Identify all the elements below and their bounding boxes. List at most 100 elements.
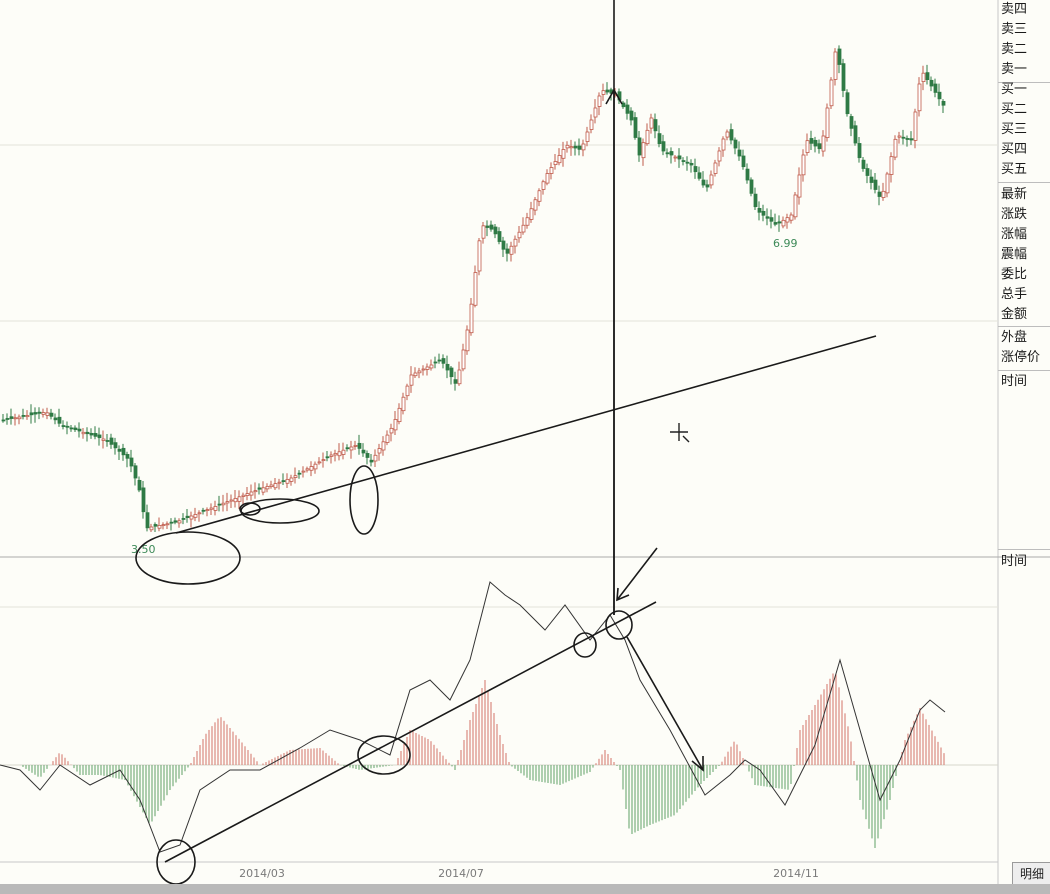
arrow-down-shaft <box>626 636 704 771</box>
candle-body <box>713 162 718 174</box>
sidebar-label-buy2[interactable]: 买二 <box>1001 102 1028 117</box>
candle-body <box>473 272 478 306</box>
candle-body <box>501 240 506 250</box>
candle-body <box>685 161 690 164</box>
candle-body <box>245 493 250 496</box>
candle-body <box>917 83 922 112</box>
candle-body <box>881 190 886 198</box>
sidebar-label-buy5[interactable]: 买五 <box>1001 162 1028 177</box>
candle-body <box>821 135 826 152</box>
candle-body <box>533 199 538 211</box>
candle-body <box>573 145 578 149</box>
sidebar-label-order-ratio[interactable]: 委比 <box>1001 267 1028 282</box>
candle-body <box>525 217 530 226</box>
sidebar-label-buy3[interactable]: 买三 <box>1001 122 1028 137</box>
candle-body <box>297 472 302 475</box>
candle-body <box>549 167 554 174</box>
candle-body <box>477 240 482 272</box>
candle-body <box>793 194 798 218</box>
macd-line <box>0 581 946 853</box>
sidebar-divider <box>998 182 1050 183</box>
candle-body <box>661 141 666 152</box>
arrow-up-head <box>605 88 623 105</box>
sidebar-label-amplitude[interactable]: 震幅 <box>1001 247 1028 262</box>
candle-body <box>885 173 890 194</box>
candle-body <box>689 162 694 166</box>
detail-tab[interactable]: 明细 <box>1012 862 1050 885</box>
candle-body <box>569 146 574 149</box>
candle-body <box>753 193 758 208</box>
candle-body <box>129 457 134 467</box>
candle-body <box>905 138 910 140</box>
sidebar-label-time-2[interactable]: 时间 <box>1001 554 1028 569</box>
candle-body <box>253 490 258 493</box>
candle-body <box>89 432 94 436</box>
sidebar-label-volume[interactable]: 总手 <box>1001 287 1028 302</box>
candle-body <box>541 181 546 190</box>
candle-body <box>17 416 22 420</box>
candle-body <box>889 156 894 175</box>
candle-body <box>197 512 202 515</box>
candle-body <box>817 143 822 150</box>
sidebar-label-sell1[interactable]: 卖一 <box>1001 62 1028 77</box>
candle-body <box>101 438 106 441</box>
candle-body <box>377 448 382 454</box>
sidebar-label-sell3[interactable]: 卖三 <box>1001 22 1028 37</box>
candle-body <box>697 172 702 179</box>
sidebar-label-outer-volume[interactable]: 外盘 <box>1001 330 1028 345</box>
drawing-overlay <box>135 0 877 885</box>
candle-body <box>329 454 334 457</box>
candle-body <box>409 374 414 386</box>
candle-body <box>349 446 354 451</box>
candle-body <box>845 92 850 115</box>
candle-body <box>677 155 682 160</box>
candle-body <box>633 117 638 138</box>
candle-body <box>913 111 918 141</box>
sidebar-label-sell4[interactable]: 卖四 <box>1001 2 1028 17</box>
candle-body <box>857 143 862 159</box>
sidebar-label-time-1[interactable]: 时间 <box>1001 374 1028 389</box>
candle-body <box>257 487 262 490</box>
candle-body <box>109 437 114 445</box>
candle-body <box>805 140 810 153</box>
sidebar-label-sell2[interactable]: 卖二 <box>1001 42 1028 57</box>
candle-body <box>861 159 866 169</box>
candle-body <box>553 161 558 166</box>
circle-macd-mid <box>357 735 411 775</box>
candle-body <box>305 468 310 471</box>
sidebar-label-buy1[interactable]: 买一 <box>1001 82 1028 97</box>
sidebar-label-amount[interactable]: 金额 <box>1001 307 1028 322</box>
candle-body <box>345 447 350 450</box>
candle-body <box>625 104 630 114</box>
candle-body <box>653 119 658 132</box>
candle-body <box>489 224 494 230</box>
candle-body <box>181 518 186 520</box>
candle-body <box>61 425 66 427</box>
sidebar-label-change-pct[interactable]: 涨幅 <box>1001 227 1028 242</box>
candlestick-series <box>1 45 946 533</box>
candle-body <box>521 224 526 233</box>
candle-body <box>781 219 786 227</box>
candle-body <box>637 137 642 156</box>
candle-body <box>497 231 502 242</box>
candle-body <box>657 133 662 144</box>
sidebar-label-latest[interactable]: 最新 <box>1001 187 1028 202</box>
candle-body <box>877 191 882 197</box>
candle-body <box>321 459 326 462</box>
sidebar-label-limit-up[interactable]: 涨停价 <box>1001 350 1041 365</box>
candle-body <box>621 102 626 108</box>
sidebar-label-buy4[interactable]: 买四 <box>1001 142 1028 157</box>
candle-body <box>737 149 742 157</box>
candle-body <box>37 411 42 414</box>
candle-body <box>813 139 818 147</box>
candle-body <box>453 379 458 384</box>
candle-body <box>361 449 366 454</box>
candle-body <box>21 415 26 417</box>
candle-body <box>709 174 714 186</box>
candle-body <box>445 363 450 371</box>
candle-body <box>789 214 794 221</box>
sidebar-label-change[interactable]: 涨跌 <box>1001 207 1028 222</box>
candle-body <box>741 155 746 168</box>
